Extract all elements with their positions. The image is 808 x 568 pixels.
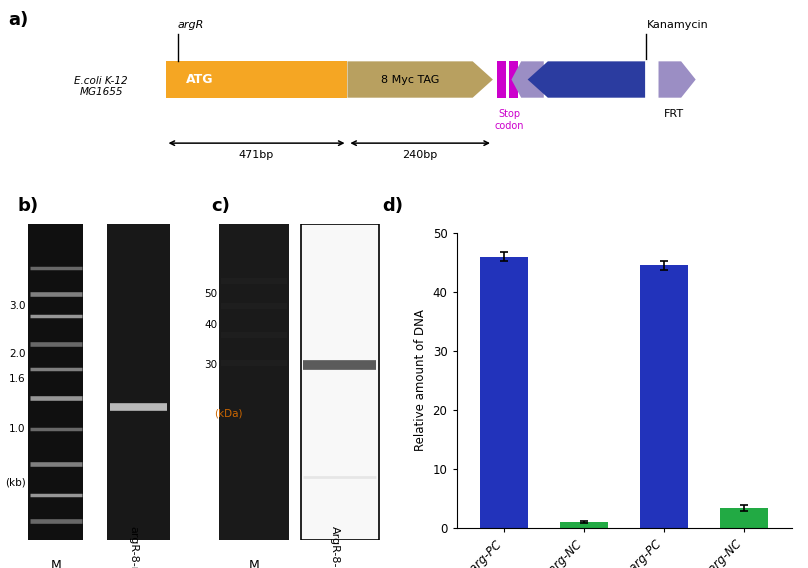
Text: argR: argR [178,19,204,30]
Polygon shape [659,61,696,98]
Polygon shape [347,61,493,98]
Text: 3.0: 3.0 [9,301,26,311]
Text: M: M [50,558,61,568]
Bar [481,257,528,528]
Bar [301,224,379,540]
Text: 40: 40 [204,320,217,330]
Text: 2.0: 2.0 [9,349,26,358]
Bar [107,224,170,540]
Text: ATG: ATG [186,73,213,86]
Text: 240bp: 240bp [402,150,438,160]
Text: 50: 50 [204,289,217,299]
Y-axis label: Relative amount of DNA: Relative amount of DNA [414,310,427,452]
Text: 471bp: 471bp [239,150,274,160]
Text: 8 Myc TAG: 8 Myc TAG [381,74,440,85]
Text: d): d) [383,197,404,215]
Text: (kb): (kb) [5,478,26,488]
Bar [28,224,83,540]
Text: a): a) [8,11,28,30]
Bar [509,61,518,98]
Text: 1.6: 1.6 [9,374,26,384]
Polygon shape [511,61,544,98]
Polygon shape [528,61,646,98]
Text: Kanamycin: Kanamycin [646,19,708,30]
Bar [560,523,608,528]
Bar [720,508,768,528]
Text: b): b) [18,197,39,215]
Bar [497,61,506,98]
Text: c): c) [212,197,230,215]
Bar [646,61,656,98]
Text: E.coli K-12
MG1655: E.coli K-12 MG1655 [74,76,128,97]
Text: M: M [249,558,259,568]
Text: 30: 30 [204,360,217,370]
Bar [219,224,288,540]
Text: 1.0: 1.0 [9,424,26,435]
Text: argR-8-myc: argR-8-myc [128,527,138,568]
Text: (kDa): (kDa) [214,408,242,419]
Text: FRT: FRT [664,109,684,119]
Bar [166,61,347,98]
Text: Stop
codon: Stop codon [494,109,524,131]
Text: ArgR-8-myc: ArgR-8-myc [330,526,340,568]
Bar [640,265,688,528]
